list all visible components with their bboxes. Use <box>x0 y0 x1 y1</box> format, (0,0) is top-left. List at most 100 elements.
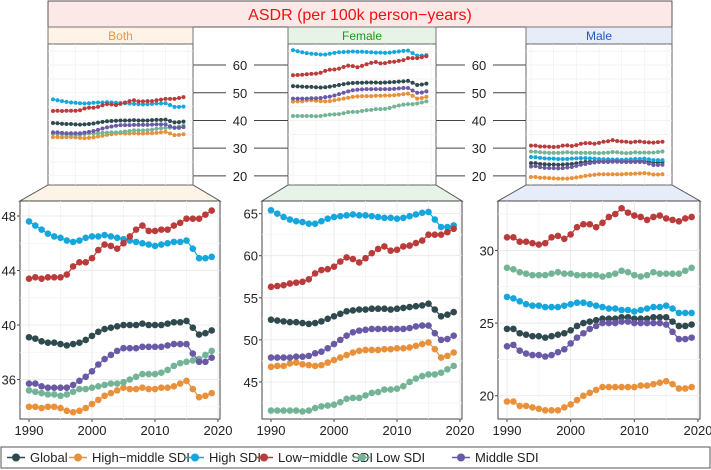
overview-point <box>145 128 150 133</box>
overview-point <box>346 95 351 100</box>
data-point <box>44 384 52 391</box>
data-point <box>541 303 549 311</box>
overview-point <box>337 97 341 102</box>
overview-point <box>332 83 337 88</box>
overview-point <box>55 130 60 135</box>
data-point <box>381 305 388 313</box>
data-point <box>330 401 338 408</box>
data-point <box>387 345 395 353</box>
overview-point <box>69 108 73 113</box>
overview-point <box>51 97 55 102</box>
data-point <box>535 332 543 340</box>
data-point <box>311 270 319 277</box>
overview-y-tick-label: 60 <box>233 58 247 73</box>
data-point <box>631 308 638 315</box>
overview-point <box>592 172 597 177</box>
overview-point <box>587 156 592 161</box>
overview-point <box>606 139 611 144</box>
data-point <box>88 233 96 240</box>
data-point <box>349 307 357 314</box>
overview-point <box>181 119 186 124</box>
overview-point <box>55 135 60 140</box>
overview-point <box>655 150 660 155</box>
overview-point <box>383 87 387 92</box>
data-point <box>510 266 517 273</box>
data-point <box>599 319 606 327</box>
data-point <box>631 319 638 327</box>
overview-point <box>547 166 552 171</box>
overview-point <box>300 84 305 89</box>
data-point <box>554 268 562 276</box>
data-point <box>592 316 600 324</box>
x-tick-label: 2010 <box>620 423 649 438</box>
data-point <box>503 264 511 272</box>
y-tick-label: 55 <box>244 291 258 306</box>
overview-point <box>177 125 181 130</box>
data-point <box>503 325 511 333</box>
overview-point <box>633 139 638 144</box>
overview-point <box>163 96 168 101</box>
data-point <box>624 318 632 325</box>
overview-point <box>318 99 323 104</box>
overview-point <box>642 160 647 165</box>
overview-point <box>619 160 624 165</box>
data-point <box>541 271 549 279</box>
data-point <box>400 325 407 333</box>
data-point <box>444 223 451 231</box>
data-point <box>132 226 140 233</box>
overview-point <box>364 108 369 113</box>
data-point <box>120 384 127 391</box>
overview-point <box>369 87 374 92</box>
data-point <box>503 398 511 405</box>
overview-point <box>597 160 601 165</box>
data-point <box>675 309 683 317</box>
data-point <box>631 271 638 279</box>
overview-point <box>136 99 141 104</box>
data-point <box>176 238 184 246</box>
overview-point <box>55 98 60 103</box>
data-point <box>158 384 165 391</box>
data-point <box>183 237 190 244</box>
data-point <box>567 327 574 334</box>
overview-point <box>569 176 574 181</box>
data-point <box>586 271 594 279</box>
data-point <box>101 355 108 363</box>
overview-point <box>565 150 570 155</box>
overview-point <box>406 102 410 107</box>
overview-point <box>406 48 410 53</box>
overview-point <box>592 156 597 161</box>
data-point <box>25 403 33 411</box>
data-point <box>580 392 587 400</box>
data-point <box>437 369 445 377</box>
data-point <box>688 334 695 341</box>
data-point <box>183 215 190 223</box>
data-point <box>274 362 281 370</box>
overview-point <box>655 158 660 163</box>
overview-point <box>300 99 305 104</box>
data-point <box>286 280 294 287</box>
data-point <box>330 213 338 221</box>
overview-point <box>383 93 387 98</box>
data-point <box>522 350 530 357</box>
overview-point <box>569 164 574 169</box>
data-point <box>406 242 413 249</box>
data-point <box>529 239 536 247</box>
overview-point <box>424 81 429 86</box>
data-point <box>139 222 146 229</box>
data-point <box>107 242 115 250</box>
data-point <box>611 319 619 327</box>
data-point <box>208 354 215 361</box>
overview-point <box>323 113 328 118</box>
data-point <box>189 324 197 332</box>
data-point <box>95 233 102 240</box>
data-point <box>25 380 33 387</box>
data-point <box>605 213 613 221</box>
overview-point <box>82 101 87 106</box>
overview-point <box>132 128 136 133</box>
data-point <box>38 383 45 390</box>
overview-point <box>60 109 64 114</box>
data-point <box>561 302 568 309</box>
data-point <box>208 389 215 397</box>
overview-point <box>583 161 588 166</box>
data-point <box>561 404 568 411</box>
